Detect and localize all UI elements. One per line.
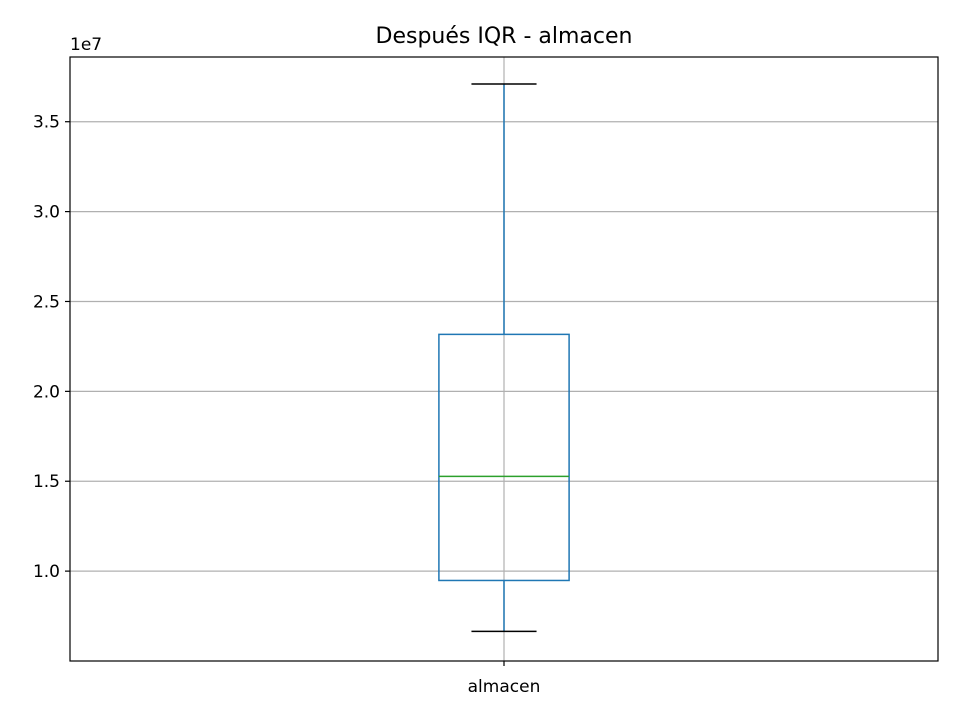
y-tick-label: 1.0 (33, 562, 60, 582)
y-tick-label: 2.5 (33, 292, 60, 312)
axes-frame (69, 56, 939, 662)
boxes (438, 83, 570, 633)
y-tick-label: 3.5 (33, 113, 60, 133)
y-tick-label: 1.5 (33, 472, 60, 492)
y-axis: 1.0 1.5 2.0 2.5 3.0 3.5 (33, 113, 70, 582)
iqr-box (438, 333, 570, 582)
x-axis: almacen (468, 661, 541, 697)
y-tick-label: 3.0 (33, 203, 60, 223)
y-axis-offset-label: 1e7 (70, 35, 102, 55)
x-tick-label: almacen (468, 677, 541, 697)
chart-title: Después IQR - almacen (376, 24, 633, 49)
y-tick-label: 2.0 (33, 382, 60, 402)
